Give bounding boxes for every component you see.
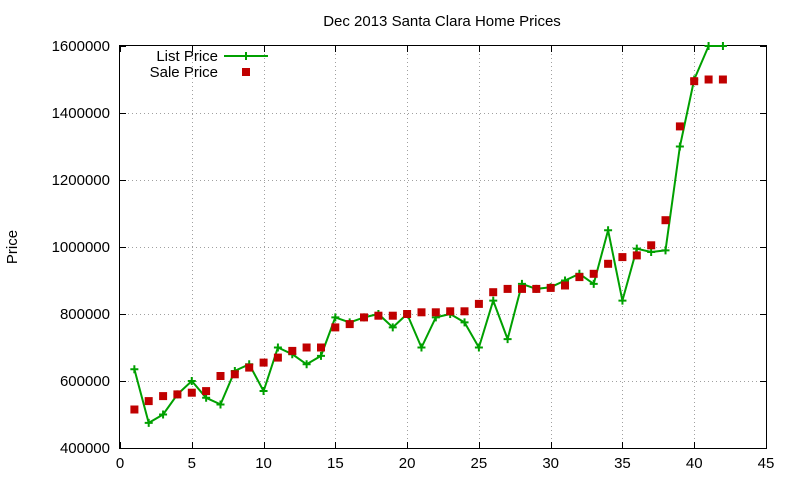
sale-price-point (431, 308, 440, 317)
y-tick-label: 600000 (60, 373, 110, 390)
sale-price-point (273, 353, 282, 362)
sale-price-point (518, 284, 526, 293)
sale-price-point (216, 372, 225, 380)
sale-price-point (503, 284, 512, 293)
x-tick-label: 0 (116, 455, 124, 472)
y-tick-label: 1600000 (52, 38, 110, 55)
list-price-point (647, 248, 656, 257)
sale-price-point (345, 320, 354, 329)
sale-price-point (675, 122, 684, 131)
plot-frame (119, 45, 767, 449)
list-price-point (718, 42, 727, 50)
x-tick-label: 10 (255, 455, 272, 472)
list-price-point (259, 387, 268, 396)
sale-price-point (288, 346, 297, 355)
sale-price-point (460, 307, 469, 316)
x-tick-label: 30 (542, 455, 559, 472)
sale-price-point (417, 308, 426, 317)
sale-price-point (489, 288, 498, 297)
sale-price-point (718, 75, 727, 84)
legend-marker-list-price (242, 52, 250, 60)
sale-price-point (618, 253, 627, 262)
list-price-point (460, 318, 469, 327)
sale-price-point (403, 310, 412, 318)
legend: List Price Sale Price (150, 48, 268, 81)
x-tick-label: 15 (327, 455, 344, 472)
x-tick-label: 20 (399, 455, 416, 472)
sale-price-point (546, 283, 555, 292)
sale-price-point (589, 269, 598, 278)
list-price-point (302, 360, 311, 369)
legend-label-list-price: List Price (156, 48, 218, 65)
sale-price-point (144, 397, 153, 406)
sale-price-point (647, 241, 656, 250)
list-price-point (187, 377, 196, 385)
x-tick-label: 40 (686, 455, 703, 472)
list-price-point (503, 335, 512, 344)
sale-price-point (704, 75, 713, 84)
sale-price-point (202, 387, 211, 396)
sale-price-point (173, 390, 182, 399)
list-price-point (661, 246, 670, 255)
list-price-point (704, 42, 713, 50)
x-tick-label: 45 (758, 455, 775, 472)
list-price-point (632, 244, 641, 253)
sale-price-point (690, 77, 699, 86)
list-price-point (388, 323, 397, 332)
list-price-point (273, 343, 282, 352)
sale-price-point (245, 363, 254, 372)
sale-price-point (532, 284, 541, 293)
data-series (130, 42, 727, 427)
x-tick-label: 35 (614, 455, 631, 472)
sale-price-point (575, 273, 584, 282)
list-price-point (130, 365, 139, 374)
sale-price-point (632, 251, 641, 260)
list-price-point (417, 343, 426, 352)
list-price-point (216, 400, 225, 409)
sale-price-point (374, 311, 383, 320)
y-tick-label: 1000000 (52, 239, 110, 256)
y-axis-label: Price (4, 230, 21, 264)
list-price-point (144, 418, 153, 427)
y-tick-label: 800000 (60, 306, 110, 323)
list-price-point (316, 351, 325, 360)
list-price-point (618, 296, 627, 305)
sale-price-point (317, 343, 325, 352)
sale-price-point (187, 388, 196, 397)
sale-price-point (388, 311, 397, 320)
sale-price-point (474, 299, 483, 308)
list-price-point (489, 296, 498, 305)
sale-price-point (302, 343, 311, 352)
chart-title: Dec 2013 Santa Clara Home Prices (323, 13, 561, 30)
grid-lines (120, 46, 766, 448)
sale-price-point (604, 259, 613, 268)
legend-label-sale-price: Sale Price (150, 64, 218, 81)
sale-price-point (259, 358, 268, 367)
sale-price-point (360, 313, 368, 322)
x-tick-label: 5 (188, 455, 196, 472)
list-price-point (159, 410, 168, 419)
sale-price-point (230, 370, 239, 379)
sale-price-point (159, 392, 168, 401)
list-price-point (675, 142, 684, 151)
y-tick-label: 1400000 (52, 105, 110, 122)
list-price-point (331, 313, 340, 322)
sale-price-point (561, 281, 569, 290)
list-price-point (474, 343, 483, 352)
sale-price-point (130, 405, 139, 414)
y-tick-label: 1200000 (52, 172, 110, 189)
axis-ticks: 0 5 10 15 20 25 30 35 40 45 400000 600000 800000 1000… (52, 38, 775, 472)
legend-marker-sale-price (242, 68, 250, 76)
sale-price-point (661, 216, 670, 225)
sale-price-point (331, 323, 340, 332)
list-price-point (589, 279, 598, 288)
sale-price-point (446, 307, 455, 316)
y-tick-label: 400000 (60, 440, 110, 457)
list-price-point (604, 226, 613, 235)
series-line-list-price (133, 45, 723, 424)
x-tick-label: 25 (471, 455, 488, 472)
